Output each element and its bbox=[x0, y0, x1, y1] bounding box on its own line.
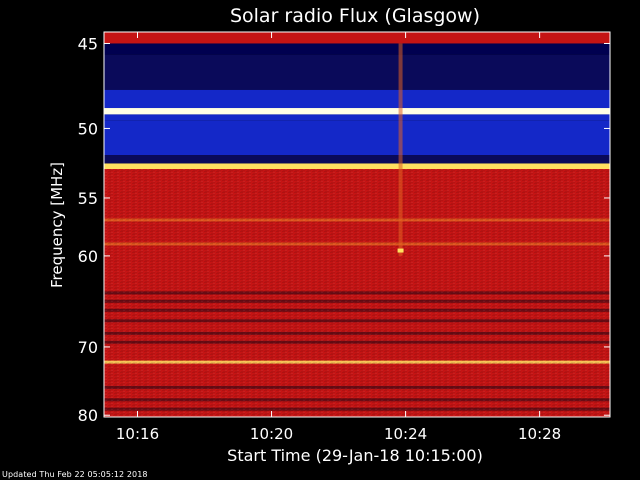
frequency-band-1 bbox=[104, 43, 610, 55]
x-axis: 10:16 10:20 10:24 10:28 bbox=[116, 32, 561, 443]
plot-frame bbox=[103, 31, 611, 418]
y-tick-label-4: 70 bbox=[78, 338, 98, 357]
frequency-band-0 bbox=[104, 32, 610, 44]
y-tick-label-1: 50 bbox=[78, 119, 98, 138]
burst-streak bbox=[398, 43, 403, 256]
frequency-band-8 bbox=[104, 163, 610, 170]
frequency-band-6 bbox=[104, 120, 610, 156]
frequency-band-5 bbox=[104, 114, 610, 121]
x-tick-label-0: 10:16 bbox=[116, 425, 159, 443]
x-axis-label: Start Time (29-Jan-18 10:15:00) bbox=[227, 446, 483, 465]
y-tick-label-0: 45 bbox=[78, 34, 98, 53]
frequency-band-3 bbox=[104, 89, 610, 109]
plot-area bbox=[104, 32, 610, 417]
y-tick-label-3: 60 bbox=[78, 247, 98, 266]
x-tick-label-1: 10:20 bbox=[250, 425, 293, 443]
y-axis-label: Frequency [MHz] bbox=[48, 162, 66, 288]
chart-title: Solar radio Flux (Glasgow) bbox=[230, 5, 480, 27]
y-axis: 45 50 55 60 70 80 bbox=[78, 34, 610, 425]
frequency-band-4 bbox=[104, 108, 610, 115]
update-timestamp: Updated Thu Feb 22 05:05:12 2018 bbox=[2, 470, 148, 479]
x-tick-label-2: 10:24 bbox=[384, 425, 427, 443]
frequency-band-7 bbox=[104, 155, 610, 164]
y-tick-label-2: 55 bbox=[78, 189, 98, 208]
frequency-band-2 bbox=[104, 54, 610, 90]
x-tick-label-3: 10:28 bbox=[518, 425, 561, 443]
y-tick-label-5: 80 bbox=[78, 406, 98, 425]
noise-texture bbox=[104, 169, 610, 417]
burst-peak bbox=[397, 248, 404, 253]
